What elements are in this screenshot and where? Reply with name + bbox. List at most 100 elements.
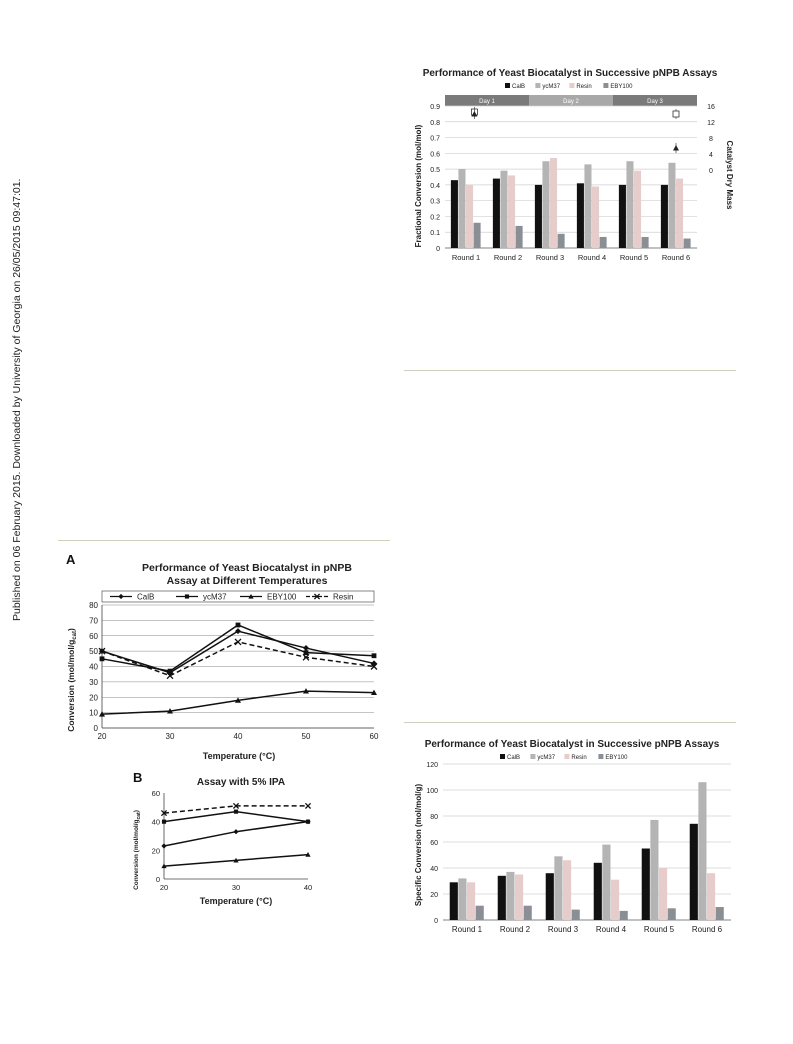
y-tick-label: 0 [434, 918, 438, 925]
legend-swatch-ycm37 [530, 754, 536, 759]
point-triangle [233, 857, 239, 863]
point-x [304, 802, 312, 809]
legend-swatch-resin [564, 754, 570, 759]
y-tick-label: 60 [89, 632, 98, 641]
point-x [370, 663, 378, 670]
point-x [98, 647, 106, 655]
legend-swatch-eby100 [603, 83, 609, 88]
x-tick-label: 30 [166, 732, 175, 741]
legend-label-ycm37: ycM37 [542, 84, 560, 90]
legend-swatch-resin [569, 83, 575, 88]
x-category-label: Round 4 [578, 253, 606, 262]
panel-a-ylabel-end: ) [66, 628, 76, 631]
bar-resin [515, 874, 524, 920]
y-tick-label: 30 [89, 678, 98, 687]
legend-swatch-calb [500, 754, 505, 759]
rule-left [58, 540, 390, 541]
x-category-label: Round 5 [644, 925, 675, 934]
bar-resin [563, 860, 572, 920]
bar-calb [641, 848, 650, 920]
chart-top-ylabel: Fractional Conversion (mol/mol) [414, 124, 423, 247]
point-diamond [118, 593, 124, 600]
legend-label-ycm37: ycM37 [203, 593, 227, 602]
point-diamond [161, 843, 167, 849]
bar-eby100 [667, 908, 676, 920]
bar-eby100 [599, 236, 607, 248]
y-tick-label: 80 [89, 601, 98, 610]
y2-tick-label: 0 [709, 168, 713, 175]
bar-eby100 [619, 910, 628, 920]
legend-label-resin: Resin [576, 84, 591, 90]
bar-calb [618, 184, 626, 248]
x-category-label: Round 3 [536, 253, 564, 262]
point-triangle [99, 711, 105, 717]
chart-top-legend: CalB ycM37 Resin EBY100 [505, 83, 633, 90]
y-tick-label: 70 [89, 616, 98, 625]
bar-calb [450, 180, 458, 248]
panel-a-lines [98, 622, 378, 717]
day-label: Day 1 [479, 99, 495, 105]
legend-swatch-eby100 [598, 754, 604, 759]
chart-top-y2label: Catalyst Dry Mass [725, 141, 734, 210]
panel-a-ylabel: Conversion (mol/mol/gcat) [66, 628, 78, 732]
y-tick-label: 0 [156, 875, 160, 884]
panel-a-title-line2: Assay at Different Temperatures [167, 575, 328, 587]
bar-ycm37 [542, 161, 550, 248]
bar-eby100 [523, 905, 532, 920]
bar-ycm37 [668, 162, 676, 248]
bar-ycm37 [584, 164, 592, 248]
legend-label-ycm37: ycM37 [537, 755, 555, 761]
panel-b-letter: B [133, 770, 143, 785]
chart-top-right: Performance of Yeast Biocatalyst in Succ… [414, 68, 734, 262]
legend-label-calb: CalB [507, 755, 520, 761]
y-tick-label: 0 [94, 724, 99, 733]
point-square [305, 819, 311, 824]
point-diamond [235, 628, 241, 635]
bar-resin [467, 882, 476, 920]
bar-calb [497, 875, 506, 920]
panel-b-ylabel: Conversion (mol/mol/gcat) [133, 810, 142, 890]
chart-top-bars [450, 158, 691, 248]
y-tick-label: 50 [89, 647, 98, 656]
x-category-label: Round 2 [500, 925, 531, 934]
y-tick-label: 0.9 [430, 104, 440, 111]
point-square [99, 656, 105, 662]
bar-resin [550, 158, 558, 248]
point-square [233, 809, 239, 814]
panel-b-lines [160, 802, 312, 869]
bar-calb [449, 882, 458, 920]
legend-label-resin: Resin [333, 593, 353, 602]
bar-ycm37 [626, 161, 634, 248]
catalyst-mass-square [672, 110, 680, 118]
bar-eby100 [715, 907, 724, 920]
y-tick-label: 80 [430, 814, 438, 821]
chart-panel-a: Performance of Yeast Biocatalyst in pNPB… [66, 562, 379, 761]
catalyst-mass-triangle [673, 145, 679, 151]
x-category-label: Round 6 [692, 925, 723, 934]
bar-calb [492, 178, 500, 248]
rule-top-right [404, 370, 736, 371]
point-triangle [305, 852, 311, 857]
bar-eby100 [515, 225, 523, 248]
x-category-label: Round 2 [494, 253, 522, 262]
point-triangle [248, 593, 254, 599]
y-tick-label: 0 [436, 246, 440, 253]
panel-b-ylabel-main: Conversion (mol/mol/g [133, 819, 140, 889]
x-category-label: Round 1 [452, 925, 483, 934]
y-tick-label: 60 [430, 840, 438, 847]
y-tick-label: 0.5 [430, 167, 440, 174]
chart-bottom-bars [449, 782, 724, 920]
point-square [303, 650, 309, 656]
day-label: Day 2 [563, 99, 579, 105]
panel-b-title: Assay with 5% IPA [197, 777, 285, 788]
y-tick-label: 0.3 [430, 199, 440, 206]
bar-calb [576, 183, 584, 248]
chart-top-title: Performance of Yeast Biocatalyst in Succ… [423, 68, 718, 79]
point-square [167, 668, 173, 674]
bar-resin [508, 175, 516, 248]
bar-ycm37 [650, 819, 659, 920]
y-tick-label: 40 [152, 818, 160, 827]
chart-bottom-legend: CalB ycM37 Resin EBY100 [500, 754, 628, 761]
point-triangle [303, 688, 309, 694]
